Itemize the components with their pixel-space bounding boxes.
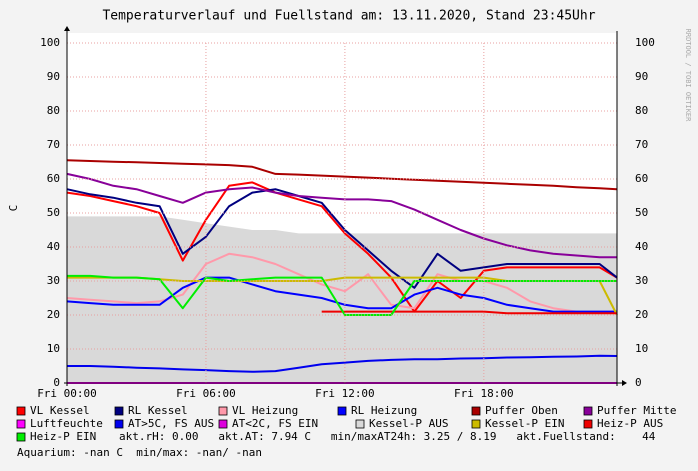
status-line: Aquarium: -nan C min/max: -nan/ -nan xyxy=(17,446,262,459)
y-tick-label: 60 xyxy=(47,172,60,185)
y2-tick-label: 40 xyxy=(635,240,648,253)
legend-label: RL Heizung xyxy=(351,404,417,417)
status-line: akt.rH: 0.00 akt.AT: 7.94 C min/maxAT24h… xyxy=(119,430,656,443)
legend-label: Luftfeuchte xyxy=(30,417,103,430)
y2-tick-label: 90 xyxy=(635,70,648,83)
y-tick-label: 70 xyxy=(47,138,60,151)
legend-label: RL Kessel xyxy=(128,404,188,417)
legend: VL Kessel RL Kessel VL Heizung RL Heizung Pu… xyxy=(16,404,676,459)
legend-swatch xyxy=(114,406,124,416)
y2-tick-label: 30 xyxy=(635,274,648,287)
y2-tick-label: 0 xyxy=(635,376,642,389)
y2-tick-label: 100 xyxy=(635,36,655,49)
axes: 0 10 20 30 40 50 60 70 80 90 100 0 10 20 30 40 50 60 70 80 9… xyxy=(37,26,655,400)
y2-tick-label: 20 xyxy=(635,308,648,321)
y-tick-label: 0 xyxy=(53,376,60,389)
x-tick-label: Fri 12:00 xyxy=(315,387,375,400)
y2-tick-label: 60 xyxy=(635,172,648,185)
legend-swatch xyxy=(16,406,26,416)
legend-label: Heiz-P EIN xyxy=(30,430,96,443)
y2-tick-label: 10 xyxy=(635,342,648,355)
line xyxy=(66,159,618,191)
y2-tick-label: 70 xyxy=(635,138,648,151)
legend-label: VL Kessel xyxy=(30,404,90,417)
line xyxy=(67,274,617,316)
legend-label: VL Heizung xyxy=(232,404,298,417)
y-tick-label: 90 xyxy=(47,70,60,83)
y-tick-label: 30 xyxy=(47,274,60,287)
y-axis-label: C xyxy=(7,205,20,212)
y-tick-label: 10 xyxy=(47,342,60,355)
legend-label: AT<2C, FS EIN xyxy=(232,417,318,430)
legend-label: Puffer Mitte xyxy=(597,404,676,417)
watermark: RRDTOOL / TOBI OETIKER xyxy=(684,29,692,123)
x-tick-label: Fri 00:00 xyxy=(37,387,97,400)
axis-arrow xyxy=(64,26,70,31)
y-tick-label: 50 xyxy=(47,206,60,219)
line xyxy=(66,252,617,313)
line xyxy=(67,354,618,373)
chart-title: Temperaturverlauf und Fuellstand am: 13.… xyxy=(102,9,595,24)
legend-swatch xyxy=(337,406,347,416)
legend-swatch xyxy=(471,419,481,429)
legend-label: Puffer Oben xyxy=(485,404,558,417)
legend-swatch xyxy=(471,406,481,416)
y2-tick-label: 50 xyxy=(635,206,648,219)
line xyxy=(321,310,617,315)
legend-label: AT>5C, FS AUS xyxy=(128,417,214,430)
legend-swatch xyxy=(218,406,228,416)
legend-label: Kessel-P EIN xyxy=(485,417,564,430)
legend-swatch xyxy=(355,419,365,429)
area xyxy=(67,216,617,383)
legend-swatch xyxy=(16,419,26,429)
legend-swatch xyxy=(583,406,593,416)
legend-swatch xyxy=(16,432,26,442)
legend-swatch xyxy=(114,419,124,429)
x-tick-label: Fri 18:00 xyxy=(454,387,514,400)
line xyxy=(66,181,618,313)
x-tick-label: Fri 06:00 xyxy=(176,387,236,400)
y-tick-label: 100 xyxy=(40,36,60,49)
legend-swatch xyxy=(583,419,593,429)
y-tick-label: 40 xyxy=(47,240,60,253)
legend-label: Heiz-P AUS xyxy=(597,417,663,430)
axis-arrow xyxy=(622,380,627,386)
legend-swatch xyxy=(218,419,228,429)
y2-tick-label: 80 xyxy=(635,104,648,117)
legend-label: Kessel-P AUS xyxy=(369,417,448,430)
y-tick-label: 20 xyxy=(47,308,60,321)
y-tick-label: 80 xyxy=(47,104,60,117)
